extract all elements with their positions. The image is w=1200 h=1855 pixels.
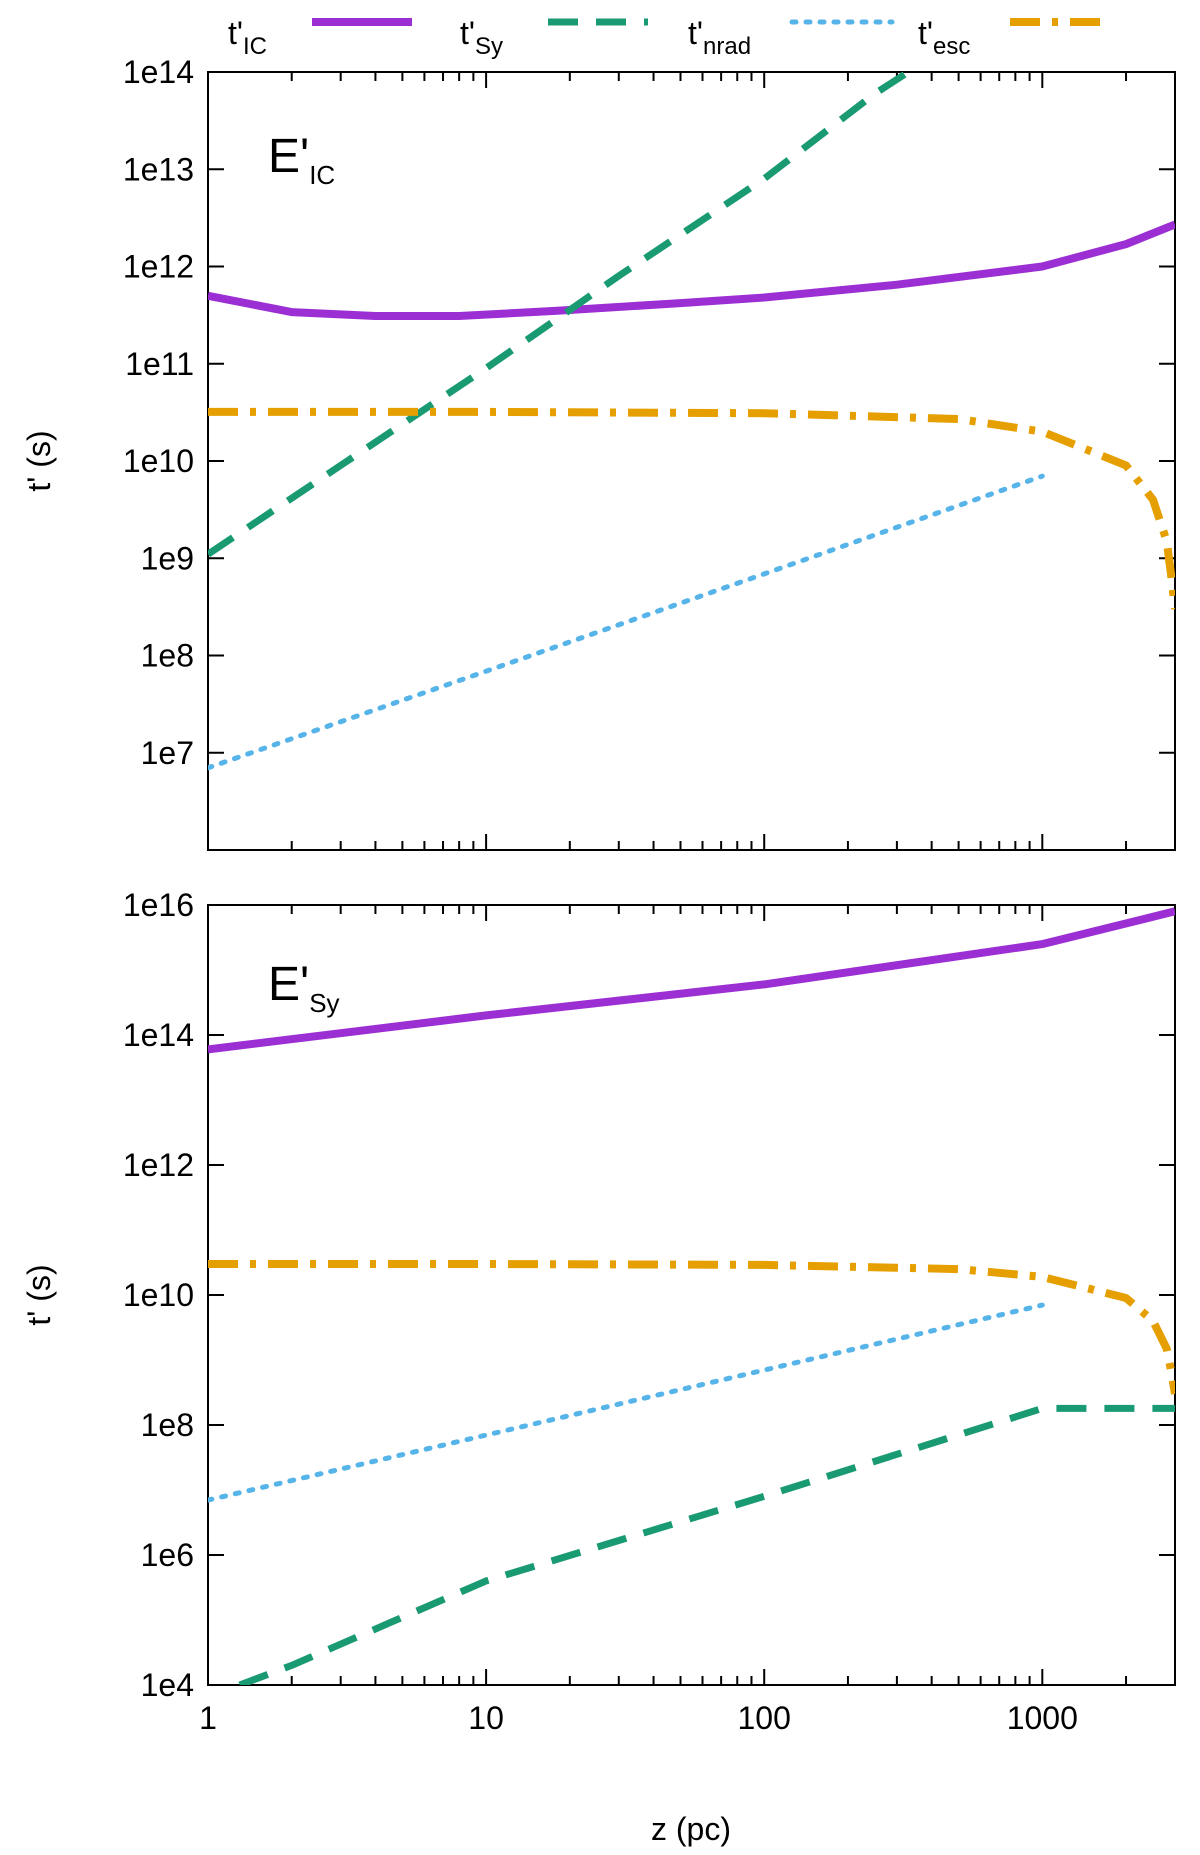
y-tick-label: 1e16 bbox=[123, 887, 194, 923]
y-ticks-top: 1e7 1e8 1e9 1e10 1e11 1e12 1e13 1e14 bbox=[123, 54, 1175, 771]
legend: t'IC t'Sy t'nrad t'esc bbox=[228, 15, 1110, 60]
y-tick-label: 1e8 bbox=[141, 638, 194, 674]
legend-label-sy-sub: Sy bbox=[475, 33, 503, 60]
legend-entry-sy: t'Sy bbox=[460, 15, 648, 60]
series-line-esc bbox=[208, 407, 1175, 610]
x-tick-label: 10 bbox=[468, 1700, 504, 1736]
x-tick-label: 100 bbox=[738, 1700, 791, 1736]
x-ticks-bottom: 1 10 100 1000 bbox=[199, 905, 1176, 1736]
legend-entry-ic: t'IC bbox=[228, 15, 412, 60]
panel-label-bottom-sub: Sy bbox=[309, 988, 339, 1018]
y-tick-label: 1e7 bbox=[141, 735, 194, 771]
legend-label-ic: t'IC bbox=[228, 15, 267, 60]
y-tick-label: 1e10 bbox=[123, 443, 194, 479]
series-group-bottom bbox=[208, 907, 1175, 1685]
series-line-nrad bbox=[208, 1302, 1045, 1503]
legend-label-sy-base: t' bbox=[460, 15, 475, 51]
legend-entry-esc: t'esc bbox=[918, 15, 1110, 60]
y-ticks-bottom: 1e4 1e6 1e8 1e10 1e12 1e14 1e16 bbox=[123, 887, 1175, 1703]
legend-label-esc-base: t' bbox=[918, 15, 933, 51]
legend-label-nrad-sub: nrad bbox=[703, 33, 751, 60]
series-group-top bbox=[208, 72, 1175, 771]
x-tick-label: 1000 bbox=[1007, 1700, 1078, 1736]
y-tick-label: 1e10 bbox=[123, 1277, 194, 1313]
series-line-ic bbox=[208, 907, 1175, 1054]
panel-bottom: 1 10 100 1000 1e4 1e6 1e8 1e10 1e12 1e14 1e16 E'S… bbox=[21, 887, 1176, 1847]
y-tick-label: 1e12 bbox=[123, 249, 194, 285]
panel-label-top: E'IC bbox=[268, 130, 335, 190]
series-line-esc bbox=[208, 1260, 1175, 1395]
y-axis-label-bottom: t' (s) bbox=[21, 1264, 57, 1325]
series-line-ic bbox=[208, 220, 1175, 320]
panel-label-bottom-base: E' bbox=[268, 958, 309, 1011]
legend-label-ic-sub: IC bbox=[243, 33, 267, 60]
x-ticks-top bbox=[207, 72, 1176, 850]
x-tick-label: 1 bbox=[199, 1700, 217, 1736]
y-axis-label-top: t' (s) bbox=[21, 430, 57, 491]
y-tick-label: 1e8 bbox=[141, 1407, 194, 1443]
y-tick-label: 1e4 bbox=[141, 1667, 194, 1703]
legend-entry-nrad: t'nrad bbox=[688, 15, 895, 60]
series-line-sy bbox=[238, 1404, 1175, 1685]
y-tick-label: 1e6 bbox=[141, 1537, 194, 1573]
plot-frame-bottom bbox=[207, 904, 1176, 1686]
y-tick-label: 1e14 bbox=[123, 1017, 194, 1053]
y-tick-label: 1e14 bbox=[123, 54, 194, 90]
series-line-nrad bbox=[208, 473, 1045, 771]
series-line-sy bbox=[208, 72, 911, 558]
legend-label-nrad: t'nrad bbox=[688, 15, 751, 60]
legend-label-nrad-base: t' bbox=[688, 15, 703, 51]
y-tick-label: 1e13 bbox=[123, 151, 194, 187]
panel-label-top-base: E' bbox=[268, 130, 309, 183]
x-axis-label: z (pc) bbox=[651, 1811, 731, 1847]
legend-label-sy: t'Sy bbox=[460, 15, 503, 60]
legend-label-esc-sub: esc bbox=[933, 33, 970, 60]
panel-top: 1e7 1e8 1e9 1e10 1e11 1e12 1e13 1e14 E'IC t' (s… bbox=[21, 54, 1176, 851]
y-tick-label: 1e11 bbox=[125, 346, 194, 382]
y-tick-label: 1e12 bbox=[123, 1147, 194, 1183]
legend-label-esc: t'esc bbox=[918, 15, 970, 60]
panel-label-bottom: E'Sy bbox=[268, 958, 340, 1018]
panel-label-top-sub: IC bbox=[309, 160, 335, 190]
legend-label-ic-base: t' bbox=[228, 15, 243, 51]
y-tick-label: 1e9 bbox=[141, 540, 194, 576]
